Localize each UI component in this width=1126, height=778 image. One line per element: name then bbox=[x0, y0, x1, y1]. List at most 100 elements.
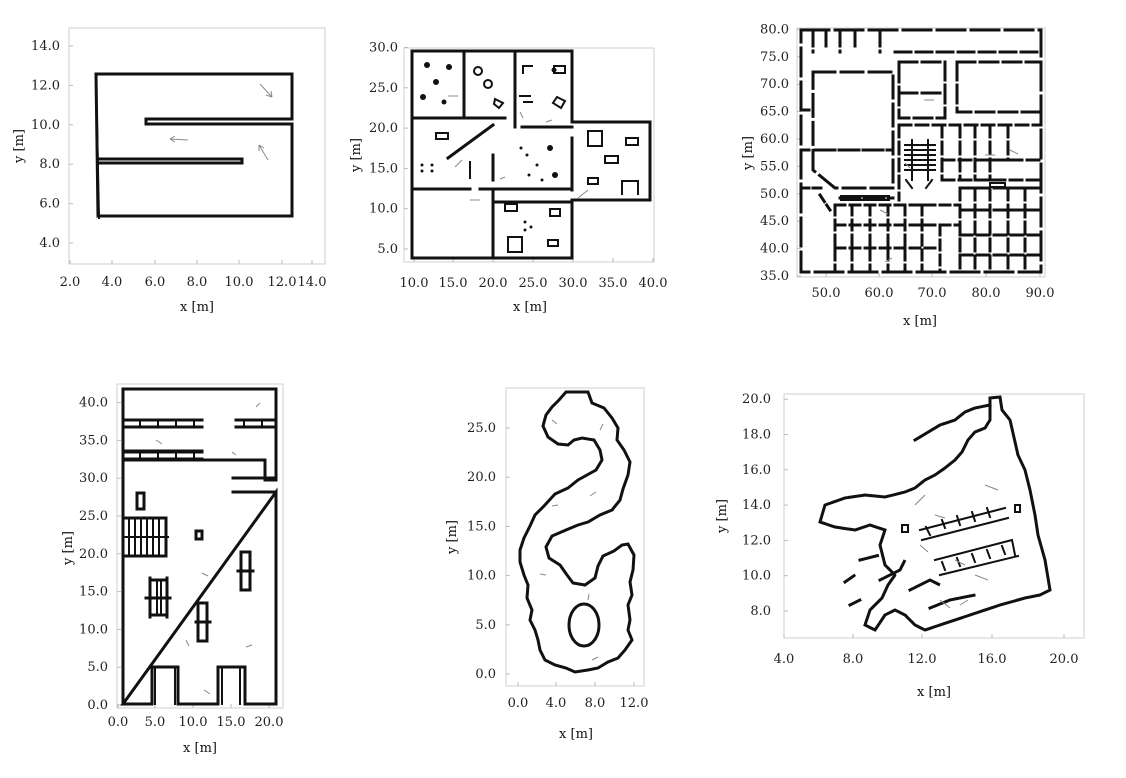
plot-6-x-ticks: 4.0 8.0 12.0 16.0 20.0 bbox=[774, 634, 1079, 667]
x-tick-label: 15.0 bbox=[439, 276, 468, 291]
plot-4-walls bbox=[120, 387, 278, 706]
plot-6: 4.0 8.0 12.0 16.0 20.0 8.0 10.0 12.0 14.0 16.0 18… bbox=[715, 392, 1085, 700]
y-tick-label: 14.0 bbox=[31, 39, 60, 54]
x-tick-label: 10.0 bbox=[179, 715, 208, 730]
y-tick-label: 30.0 bbox=[79, 471, 108, 486]
y-tick-label: 65.0 bbox=[760, 105, 789, 120]
y-tick-label: 20.0 bbox=[467, 470, 496, 485]
y-tick-label: 4.0 bbox=[39, 236, 60, 251]
x-tick-label: 25.0 bbox=[519, 276, 548, 291]
y-tick-label: 40.0 bbox=[79, 396, 108, 411]
plot-1-x-ticks: 2.0 4.0 6.0 8.0 10.0 12.0 14.0 bbox=[60, 260, 327, 290]
plot-6-y-ticks: 8.0 10.0 12.0 14.0 16.0 18.0 20.0 bbox=[742, 392, 788, 619]
plot-4: 0.0 5.0 10.0 15.0 20.0 0.0 5.0 10.0 15.0 20.0 25.… bbox=[61, 383, 284, 756]
plot-3-x-ticks: 50.0 60.0 70.0 80.0 90.0 bbox=[812, 273, 1055, 301]
x-tick-label: 0.0 bbox=[108, 715, 129, 730]
y-tick-label: 40.0 bbox=[760, 242, 789, 257]
plot-2-ylabel: y [m] bbox=[349, 138, 364, 173]
plot-2-frame bbox=[403, 47, 655, 263]
y-tick-label: 15.0 bbox=[79, 585, 108, 600]
y-tick-label: 16.0 bbox=[742, 463, 771, 478]
plot-3-y-ticks: 35.0 40.0 45.0 50.0 55.0 60.0 65.0 70.0 75.0 80.0 bbox=[760, 22, 801, 284]
y-tick-label: 35.0 bbox=[760, 269, 789, 284]
x-tick-label: 4.0 bbox=[102, 275, 123, 290]
y-tick-label: 0.0 bbox=[87, 698, 108, 713]
x-tick-label: 90.0 bbox=[1026, 286, 1055, 301]
plot-1-ylabel: y [m] bbox=[12, 129, 27, 164]
x-tick-label: 10.0 bbox=[225, 275, 254, 290]
plot-1-walls bbox=[94, 72, 294, 220]
y-tick-label: 35.0 bbox=[79, 433, 108, 448]
plot-6-xlabel: x [m] bbox=[917, 685, 951, 700]
x-tick-label: 12.0 bbox=[268, 275, 297, 290]
y-tick-label: 5.0 bbox=[475, 618, 496, 633]
y-tick-label: 50.0 bbox=[760, 187, 789, 202]
y-tick-label: 12.0 bbox=[742, 533, 771, 548]
y-tick-label: 10.0 bbox=[79, 622, 108, 637]
plot-5: 0.0 4.0 8.0 12.0 0.0 5.0 10.0 15.0 20.0 25.0 x [… bbox=[445, 387, 648, 742]
y-tick-label: 25.0 bbox=[467, 421, 496, 436]
plot-1-xlabel: x [m] bbox=[180, 300, 214, 315]
x-tick-label: 5.0 bbox=[145, 715, 166, 730]
x-tick-label: 15.0 bbox=[217, 715, 246, 730]
x-tick-label: 8.0 bbox=[187, 275, 208, 290]
x-tick-label: 80.0 bbox=[972, 286, 1001, 301]
x-tick-label: 50.0 bbox=[812, 286, 841, 301]
x-tick-label: 0.0 bbox=[508, 696, 529, 711]
plot-4-robot-arrows bbox=[155, 402, 261, 695]
plot-2-walls bbox=[410, 49, 652, 260]
plot-4-x-ticks: 0.0 5.0 10.0 15.0 20.0 bbox=[108, 704, 283, 730]
y-tick-label: 20.0 bbox=[742, 392, 771, 407]
y-tick-label: 18.0 bbox=[742, 428, 771, 443]
x-tick-label: 70.0 bbox=[918, 286, 947, 301]
y-tick-label: 15.0 bbox=[467, 519, 496, 534]
x-tick-label: 35.0 bbox=[599, 276, 628, 291]
x-tick-label: 4.0 bbox=[546, 696, 567, 711]
y-tick-label: 25.0 bbox=[369, 81, 398, 96]
y-tick-label: 20.0 bbox=[369, 121, 398, 136]
plot-5-x-ticks: 0.0 4.0 8.0 12.0 bbox=[508, 682, 648, 711]
y-tick-label: 10.0 bbox=[742, 569, 771, 584]
y-tick-label: 5.0 bbox=[377, 242, 398, 257]
y-tick-label: 25.0 bbox=[79, 509, 108, 524]
plot-3-walls bbox=[799, 28, 1043, 274]
y-tick-label: 10.0 bbox=[31, 118, 60, 133]
x-tick-label: 8.0 bbox=[843, 652, 864, 667]
y-tick-label: 6.0 bbox=[39, 197, 60, 212]
plot-2-robot-arrows bbox=[448, 95, 589, 201]
y-tick-label: 10.0 bbox=[467, 569, 496, 584]
plot-3-ylabel: y [m] bbox=[741, 136, 756, 171]
plot-6-robot-arrows bbox=[914, 484, 999, 609]
plot-4-y-ticks: 0.0 5.0 10.0 15.0 20.0 25.0 30.0 35.0 40.0 bbox=[79, 396, 121, 713]
x-tick-label: 40.0 bbox=[639, 276, 668, 291]
plot-3-frame bbox=[796, 27, 1046, 278]
x-tick-label: 2.0 bbox=[60, 275, 81, 290]
y-tick-label: 14.0 bbox=[742, 498, 771, 513]
x-tick-label: 14.0 bbox=[298, 275, 327, 290]
y-tick-label: 70.0 bbox=[760, 77, 789, 92]
y-tick-label: 20.0 bbox=[79, 547, 108, 562]
plot-5-xlabel: x [m] bbox=[559, 727, 593, 742]
x-tick-label: 16.0 bbox=[978, 652, 1007, 667]
plot-1: 2.0 4.0 6.0 8.0 10.0 12.0 14.0 4.06.08.010.012… bbox=[12, 27, 327, 315]
x-tick-label: 4.0 bbox=[774, 652, 795, 667]
x-tick-label: 6.0 bbox=[145, 275, 166, 290]
y-tick-label: 12.0 bbox=[31, 78, 60, 93]
plot-4-ylabel: y [m] bbox=[61, 531, 76, 566]
x-tick-label: 12.0 bbox=[908, 652, 937, 667]
plot-3-xlabel: x [m] bbox=[903, 314, 937, 329]
y-tick-label: 5.0 bbox=[87, 660, 108, 675]
x-tick-label: 20.0 bbox=[1050, 652, 1079, 667]
plot-1-y-ticks: 4.0 6.0 8.0 10.0 12.0 14.0 bbox=[31, 39, 73, 251]
y-tick-label: 0.0 bbox=[475, 667, 496, 682]
x-tick-label: 30.0 bbox=[559, 276, 588, 291]
y-tick-label: 8.0 bbox=[39, 157, 60, 172]
y-tick-label: 8.0 bbox=[750, 604, 771, 619]
plot-5-frame bbox=[505, 387, 645, 687]
plot-5-robot-arrows bbox=[539, 419, 604, 661]
x-tick-label: 60.0 bbox=[865, 286, 894, 301]
x-tick-label: 10.0 bbox=[400, 276, 429, 291]
plot-1-robot-arrows bbox=[169, 83, 273, 161]
y-tick-label: 80.0 bbox=[760, 22, 789, 37]
